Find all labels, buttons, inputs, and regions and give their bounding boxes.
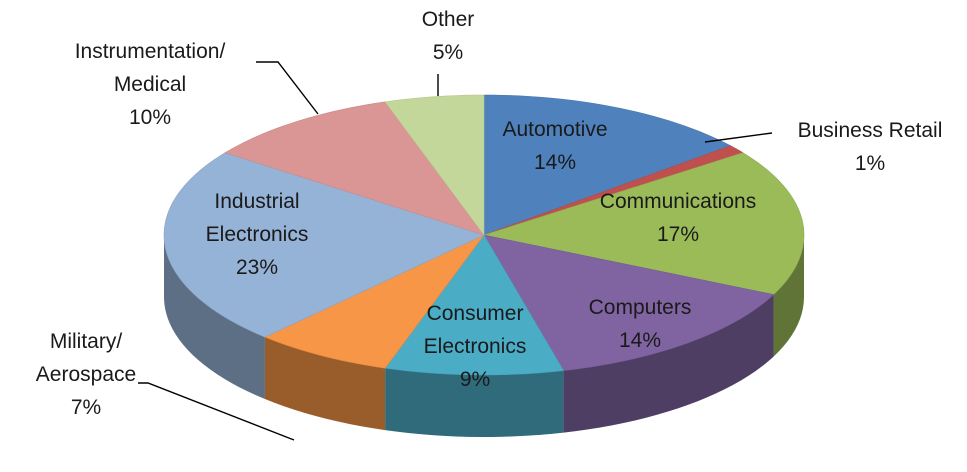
slice-value-label: 23% — [236, 256, 278, 279]
slice-category-label: Communications — [600, 190, 756, 213]
slice-label-military-aerospace: Military/Aerospace 7% — [36, 330, 136, 419]
slice-label-consumer-electronics: Consumer Electronics 9% — [424, 302, 527, 391]
slice-value-label: 14% — [619, 329, 661, 352]
slice-value-label: 9% — [460, 368, 490, 391]
slice-instrumentation-medical — [224, 101, 485, 236]
slice-category-label: Other — [422, 8, 475, 31]
slice-label-communications: Communications 17% — [600, 190, 756, 246]
leader-line-business-retail — [704, 132, 773, 143]
leader-line-instrumentation-medical — [256, 61, 319, 115]
slice-value-label: 7% — [71, 396, 101, 419]
slice-value-label: 14% — [534, 151, 576, 174]
slice-side-military-aerospace — [264, 337, 386, 431]
slice-side-consumer-electronics — [385, 368, 564, 437]
slice-label-other: Other 5% — [422, 8, 475, 64]
slice-label-instrumentation-medical: Instrumentation/Medical 10% — [75, 40, 226, 129]
slice-label-computers: Computers 14% — [589, 296, 692, 352]
slice-category-label: Medical — [114, 73, 186, 96]
slice-label-business-retail: Business Retail 1% — [798, 119, 943, 175]
slice-category-label: Business Retail — [798, 119, 943, 142]
slice-other — [384, 94, 485, 236]
slice-military-aerospace — [264, 234, 485, 369]
slice-computers — [483, 234, 775, 371]
slice-value-label: 17% — [657, 223, 699, 246]
slice-category-label: Aerospace — [36, 363, 136, 386]
slice-category-label: Automotive — [502, 118, 607, 141]
slice-automotive — [483, 94, 732, 236]
slice-category-label: Instrumentation/ — [75, 40, 226, 63]
slice-industrial-electronics — [163, 152, 485, 338]
slice-value-label: 1% — [855, 152, 885, 175]
slice-label-automotive: Automotive 14% — [502, 118, 607, 174]
leader-lines — [138, 61, 773, 441]
slice-communications — [482, 152, 805, 295]
slice-value-label: 5% — [433, 41, 463, 64]
slice-value-label: 10% — [129, 106, 171, 129]
slice-category-label: Computers — [589, 296, 692, 319]
slice-consumer-electronics — [384, 234, 565, 376]
slice-category-label: Consumer — [427, 302, 524, 325]
slice-labels: Automotive 14% Business Retail 1% Communicat… — [36, 8, 943, 419]
leader-line-military-aerospace — [138, 382, 295, 441]
slice-label-industrial-electronics: Industrial Electronics 23% — [206, 190, 309, 279]
slice-category-label: Industrial — [214, 190, 299, 213]
pie-slices — [163, 94, 805, 376]
slice-side-industrial-electronics — [164, 235, 265, 400]
slice-category-label: Military/ — [50, 330, 122, 353]
slice-category-label: Electronics — [424, 335, 527, 358]
slice-category-label: Electronics — [206, 223, 309, 246]
